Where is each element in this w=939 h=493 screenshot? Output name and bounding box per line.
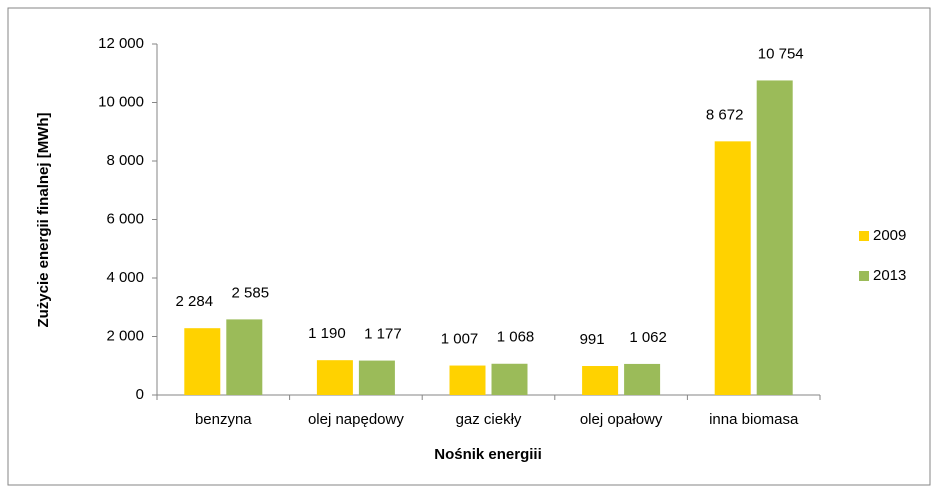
- legend-swatch: [859, 231, 869, 241]
- value-label: 1 177: [364, 326, 402, 343]
- x-tick-label: olej opałowy: [580, 411, 663, 428]
- bar: [316, 360, 353, 395]
- value-label: 1 068: [497, 329, 535, 346]
- x-tick-label: olej napędowy: [308, 411, 404, 428]
- x-axis-title: Nośnik energiii: [434, 446, 542, 463]
- value-label: 1 062: [629, 329, 667, 346]
- y-tick-label: 4 000: [106, 269, 144, 286]
- value-label: 2 284: [176, 293, 214, 310]
- value-label: 1 190: [308, 325, 346, 342]
- x-tick-label: inna biomasa: [709, 411, 799, 428]
- bar: [624, 363, 661, 395]
- value-label: 991: [580, 331, 605, 348]
- bar: [358, 360, 395, 395]
- y-tick-label: 6 000: [106, 210, 144, 227]
- legend-label: 2013: [873, 267, 906, 284]
- bar: [491, 363, 528, 395]
- value-label: 8 672: [706, 106, 744, 123]
- value-label: 1 007: [441, 331, 479, 348]
- bar: [226, 319, 263, 395]
- y-tick-label: 2 000: [106, 327, 144, 344]
- legend-label: 2009: [873, 227, 906, 244]
- bar: [184, 328, 221, 395]
- y-tick-label: 10 000: [98, 93, 144, 110]
- bar: [756, 80, 793, 396]
- legend-swatch: [859, 271, 869, 281]
- y-tick-label: 12 000: [98, 35, 144, 52]
- x-tick-label: benzyna: [195, 411, 252, 428]
- y-tick-label: 0: [136, 386, 144, 403]
- bar: [714, 141, 751, 395]
- x-tick-label: gaz ciekły: [456, 411, 522, 428]
- y-tick-label: 8 000: [106, 152, 144, 169]
- bar: [449, 365, 486, 395]
- bar: [582, 366, 619, 395]
- value-label: 10 754: [758, 45, 804, 62]
- y-axis-title: Zużycie energii finalnej [MWh]: [35, 112, 52, 327]
- value-label: 2 585: [232, 284, 270, 301]
